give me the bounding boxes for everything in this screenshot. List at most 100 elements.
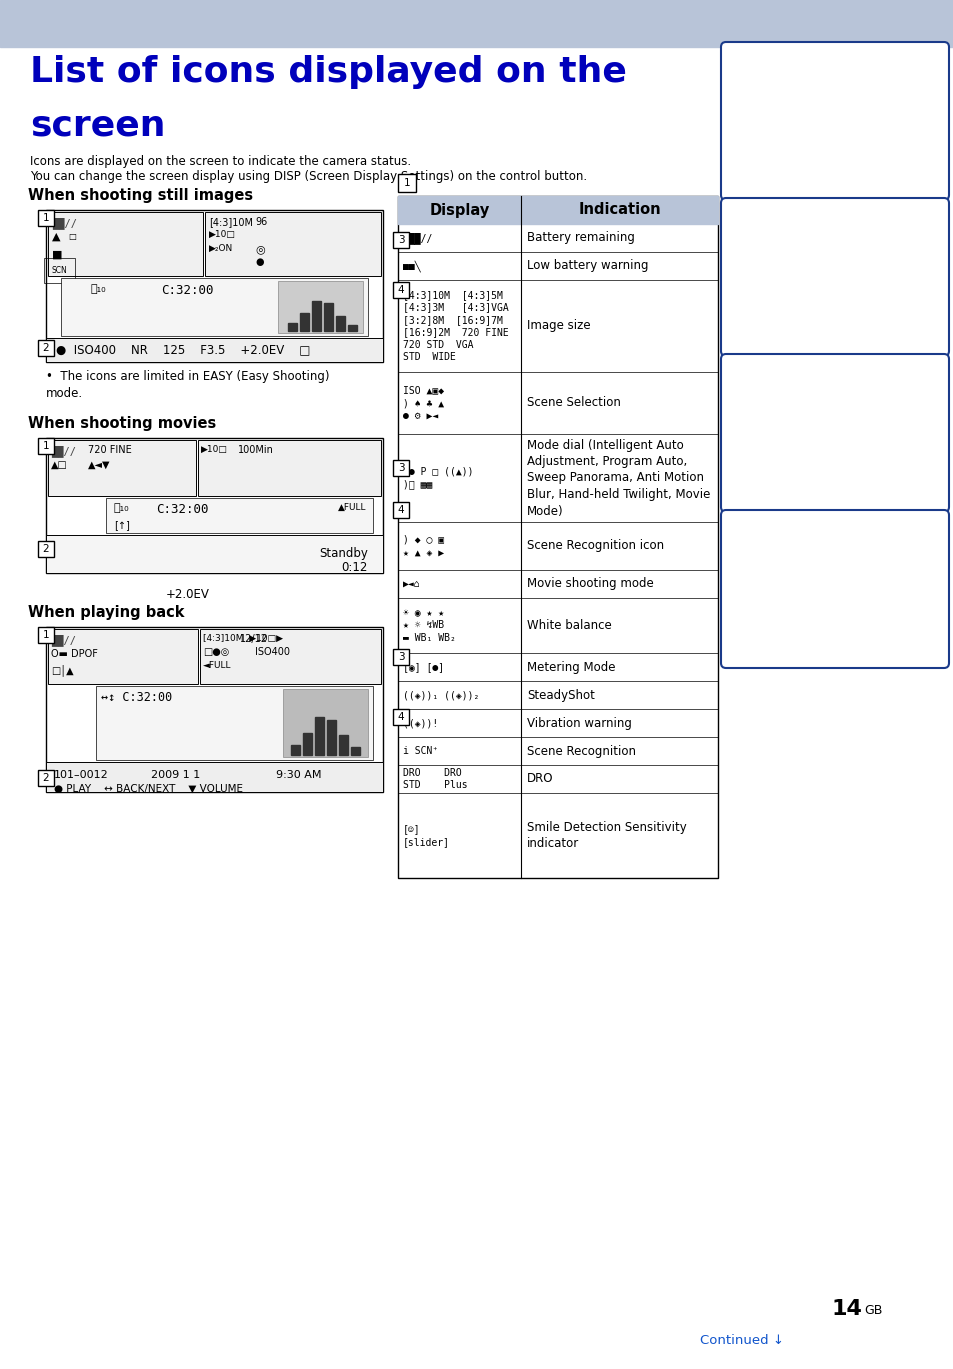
Text: SteadyShot: SteadyShot xyxy=(526,689,595,701)
Text: ███//: ███// xyxy=(402,233,432,244)
Bar xyxy=(38,438,54,455)
Bar xyxy=(277,281,363,333)
FancyBboxPatch shape xyxy=(720,199,948,356)
Bar xyxy=(393,231,409,248)
Text: MENU/Settings
Search: MENU/Settings Search xyxy=(819,383,850,482)
Text: 9:30 AM: 9:30 AM xyxy=(275,769,321,780)
Text: ▲◄▼: ▲◄▼ xyxy=(88,460,111,470)
Bar xyxy=(48,628,198,684)
Text: Vibration warning: Vibration warning xyxy=(526,716,631,730)
Text: C:32:00: C:32:00 xyxy=(161,283,213,297)
Text: +2.0EV: +2.0EV xyxy=(293,691,335,701)
Text: When shooting movies: When shooting movies xyxy=(28,416,216,431)
Text: ↔↕ C:32:00: ↔↕ C:32:00 xyxy=(101,691,172,704)
Text: 1: 1 xyxy=(43,214,50,223)
Text: ●  ISO400    NR    125    F3.5    +2.0EV    □: ● ISO400 NR 125 F3.5 +2.0EV □ xyxy=(56,344,310,356)
Text: ) ◆ ◯ ▣
★ ▲ ◈ ▶: ) ◆ ◯ ▣ ★ ▲ ◈ ▶ xyxy=(402,535,444,557)
Text: 101–0012: 101–0012 xyxy=(54,769,109,780)
Text: 96: 96 xyxy=(254,218,267,227)
Text: DRO: DRO xyxy=(526,772,553,786)
Bar xyxy=(38,627,54,643)
Text: ██//: ██// xyxy=(51,634,76,646)
Text: 1: 1 xyxy=(43,441,50,450)
Text: [4:3]10M  ▶10□▶: [4:3]10M ▶10□▶ xyxy=(203,634,283,643)
Bar xyxy=(397,196,718,225)
Bar xyxy=(335,316,345,331)
Text: ⌛₁₀: ⌛₁₀ xyxy=(91,283,107,294)
Text: ☀ ◉ ★ ★
★ ☼ ↯WB
▬ WB₁ WB₂: ☀ ◉ ★ ★ ★ ☼ ↯WB ▬ WB₁ WB₂ xyxy=(402,608,456,643)
Text: 3: 3 xyxy=(397,652,404,663)
Text: Low battery warning: Low battery warning xyxy=(526,260,648,272)
Text: ±0.3: ±0.3 xyxy=(343,287,363,297)
Text: Image size: Image size xyxy=(526,319,590,333)
Text: □HI: □HI xyxy=(317,283,335,293)
Text: White balance: White balance xyxy=(526,619,611,632)
Text: Icons are displayed on the screen to indicate the camera status.: Icons are displayed on the screen to ind… xyxy=(30,155,411,168)
FancyBboxPatch shape xyxy=(720,42,948,200)
Bar xyxy=(314,717,324,754)
Text: 1: 1 xyxy=(43,630,50,639)
Text: Scene Recognition icon: Scene Recognition icon xyxy=(526,539,663,553)
Text: Continued ↓: Continued ↓ xyxy=(700,1333,783,1347)
Bar xyxy=(393,460,409,476)
Text: ▶₂ON: ▶₂ON xyxy=(209,244,233,253)
Text: 720 FINE: 720 FINE xyxy=(88,445,132,455)
Text: ▲: ▲ xyxy=(52,231,60,242)
FancyBboxPatch shape xyxy=(720,511,948,668)
Text: +2.0EV: +2.0EV xyxy=(166,589,210,601)
Bar xyxy=(48,439,195,496)
Text: ISO400: ISO400 xyxy=(254,648,290,657)
Bar xyxy=(106,498,373,533)
Bar xyxy=(299,314,309,331)
Text: ■■╲: ■■╲ xyxy=(402,260,420,272)
Text: [4:3]10M: [4:3]10M xyxy=(209,218,253,227)
Text: i● P □ ((▲))
)✋ ▦▦: i● P □ ((▲)) )✋ ▦▦ xyxy=(402,467,473,489)
Bar xyxy=(46,338,382,361)
Text: 0:12: 0:12 xyxy=(341,561,368,574)
Text: •  The icons are limited in EASY (Easy Shooting)
mode.: • The icons are limited in EASY (Easy Sh… xyxy=(46,370,329,400)
Text: You can change the screen display using DISP (Screen Display Settings) on the co: You can change the screen display using … xyxy=(30,170,586,183)
Text: ⌛₁₀: ⌛₁₀ xyxy=(113,502,130,513)
Bar xyxy=(283,689,368,757)
Text: 2: 2 xyxy=(43,773,50,783)
Bar xyxy=(46,535,382,574)
Text: List of icons displayed on the: List of icons displayed on the xyxy=(30,55,626,89)
Bar xyxy=(46,627,382,793)
Text: 14: 14 xyxy=(830,1299,862,1318)
Text: 1: 1 xyxy=(403,178,410,188)
FancyBboxPatch shape xyxy=(720,355,948,512)
Bar xyxy=(61,278,368,335)
Text: Smile Detection Sensitivity
indicator: Smile Detection Sensitivity indicator xyxy=(526,821,686,850)
Text: C:32:00: C:32:00 xyxy=(156,502,209,516)
Text: 3: 3 xyxy=(397,463,404,474)
Bar xyxy=(397,174,416,192)
Text: 2: 2 xyxy=(43,344,50,353)
Text: ((◈))!: ((◈))! xyxy=(402,717,437,728)
Text: SCN: SCN xyxy=(52,266,68,275)
Text: Indication: Indication xyxy=(578,203,660,218)
Text: ██//: ██// xyxy=(52,218,77,229)
Bar xyxy=(48,212,203,277)
Text: 100Min: 100Min xyxy=(237,445,274,455)
Bar xyxy=(348,324,356,331)
Text: 2009 1 1: 2009 1 1 xyxy=(151,769,200,780)
Text: [↑]: [↑] xyxy=(113,520,130,530)
Text: Movie shooting mode: Movie shooting mode xyxy=(526,578,653,590)
Text: ▶10□: ▶10□ xyxy=(209,230,235,240)
Bar xyxy=(338,735,348,754)
Bar xyxy=(38,541,54,557)
Bar xyxy=(393,282,409,298)
Text: i SCN⁺: i SCN⁺ xyxy=(402,746,437,756)
Text: 2: 2 xyxy=(43,543,50,554)
Text: □: □ xyxy=(68,231,76,241)
Text: When playing back: When playing back xyxy=(28,605,184,620)
Text: ▲□: ▲□ xyxy=(51,460,68,470)
Text: □│▲: □│▲ xyxy=(51,664,73,676)
Bar xyxy=(96,686,373,760)
Text: Operation
Search: Operation Search xyxy=(819,244,850,311)
Text: ◄FULL: ◄FULL xyxy=(203,661,232,669)
Text: screen: screen xyxy=(30,108,165,142)
Bar xyxy=(397,196,718,878)
Text: ▲FULL: ▲FULL xyxy=(337,502,366,512)
Bar xyxy=(198,439,380,496)
